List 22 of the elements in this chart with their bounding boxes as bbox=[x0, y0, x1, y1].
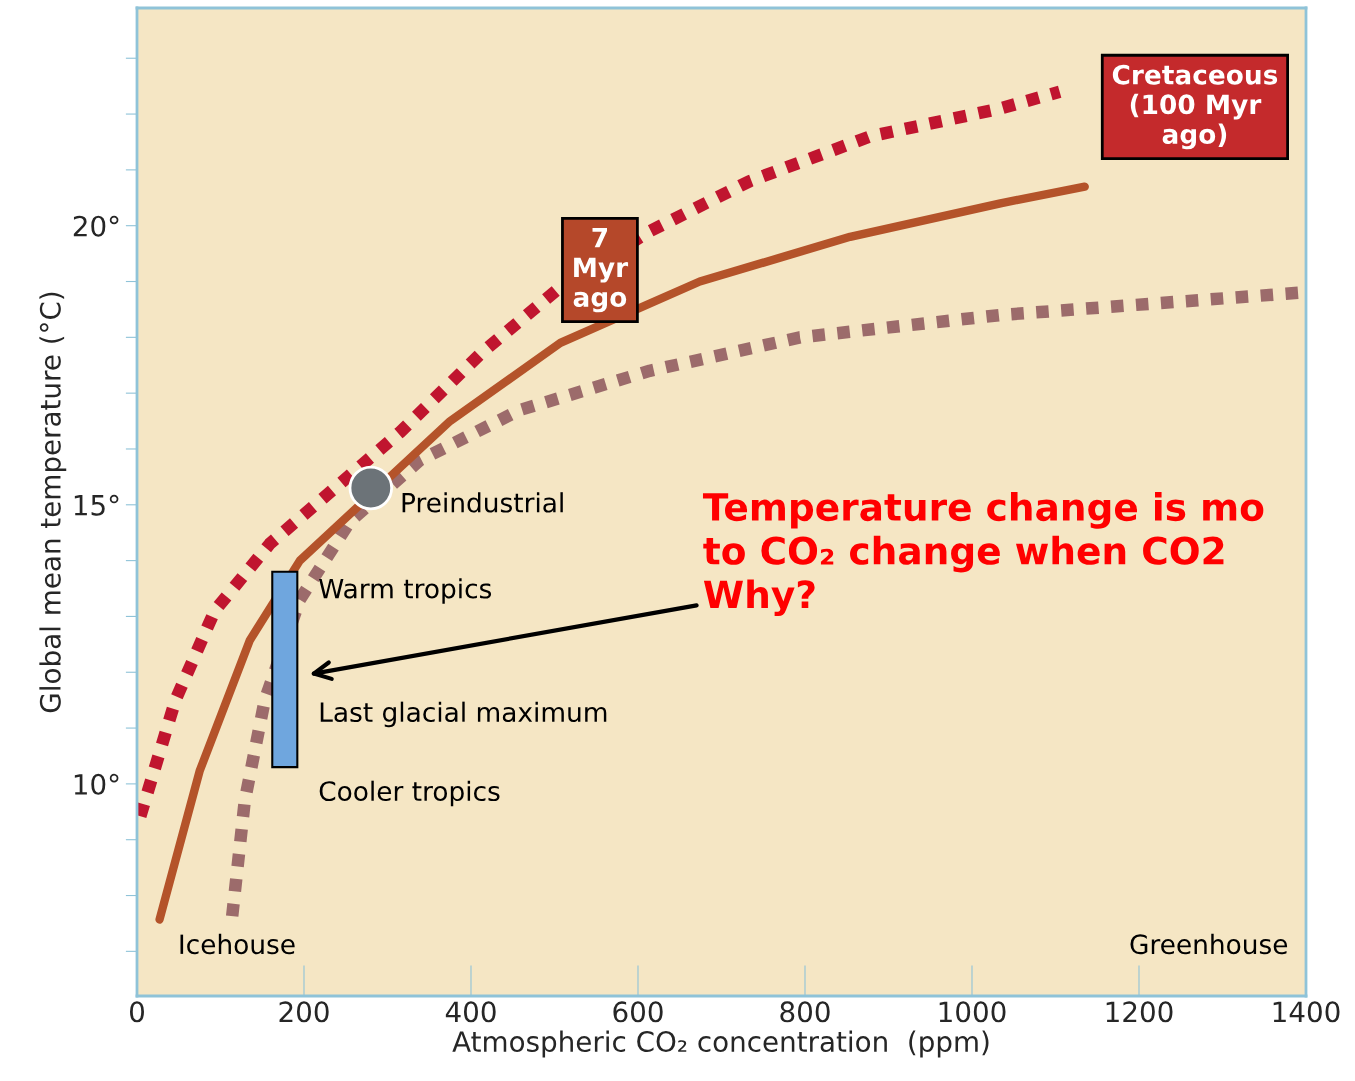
x-tick-label: 0 bbox=[129, 1001, 144, 1023]
annotation: Cooler tropics bbox=[319, 780, 500, 807]
annotation: Preindustrial bbox=[402, 492, 563, 513]
x-tick-label: 1000 bbox=[939, 1001, 1006, 1023]
x-tick-label: 600 bbox=[613, 1001, 663, 1023]
annotation: Cretaceous (100 Myr ago) bbox=[1112, 64, 1278, 150]
annotation: Icehouse bbox=[180, 933, 295, 955]
x-tick-label: 800 bbox=[780, 1001, 830, 1023]
annotation: Greenhouse bbox=[1130, 933, 1288, 955]
x-tick-label: 1200 bbox=[1106, 1001, 1173, 1023]
x-tick-label: 400 bbox=[445, 1001, 496, 1023]
y-tick-label: 15° bbox=[74, 494, 119, 516]
y-axis-title: Global mean temperature (°C) bbox=[39, 292, 67, 713]
x-tick-label: 1400 bbox=[1273, 1001, 1340, 1023]
annotation: 7 Myr ago bbox=[573, 228, 629, 313]
x-axis-title: Atmospheric CO₂ concentration (ppm) bbox=[452, 1030, 989, 1058]
annotation: Temperature change is mo to CO₂ change when CO2 Why? bbox=[702, 492, 1264, 617]
x-tick-label: 200 bbox=[279, 1001, 329, 1023]
y-tick-label: 10° bbox=[74, 773, 119, 795]
y-tick-label: 20° bbox=[73, 215, 119, 237]
annotation: Warm tropics bbox=[319, 578, 492, 604]
annotation: Last glacial maximum bbox=[320, 701, 607, 728]
